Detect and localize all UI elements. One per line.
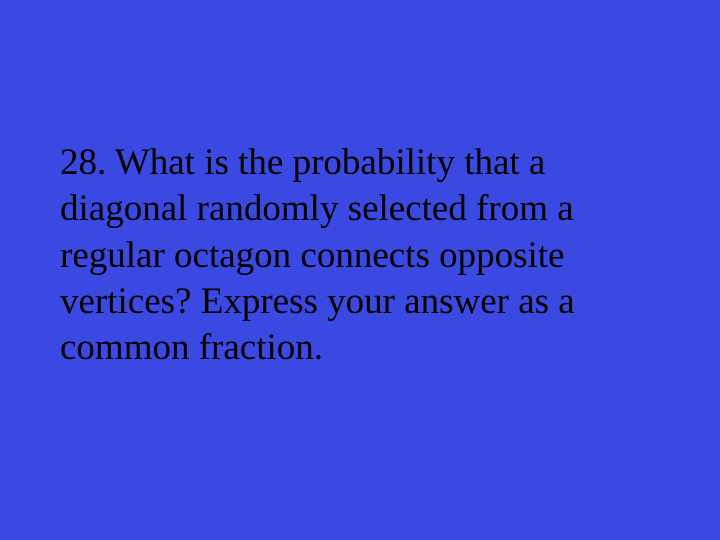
- question-text: 28. What is the probability that a diago…: [60, 140, 670, 371]
- slide-container: 28. What is the probability that a diago…: [0, 0, 720, 540]
